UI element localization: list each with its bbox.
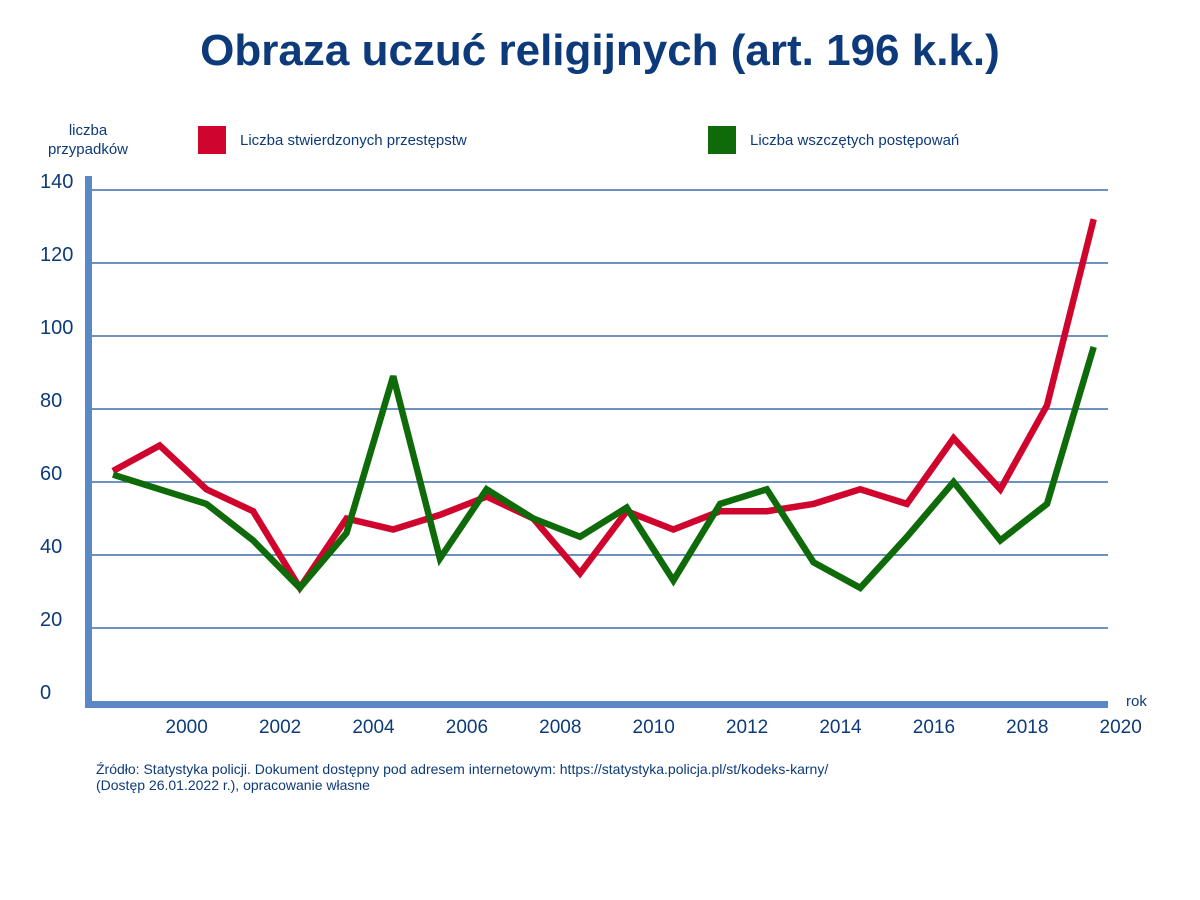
y-tick-labels: 0 20 40 60 80 100 120 140: [40, 171, 73, 704]
x-tick-label-2014: 2014: [819, 717, 862, 738]
x-tick-label-2002: 2002: [259, 717, 301, 738]
y-tick-label-140: 140: [40, 171, 73, 193]
y-axis: [85, 176, 92, 707]
source-line2: (Dostęp 26.01.2022 r.), opracowanie włas…: [96, 777, 370, 793]
y-tick-label-120: 120: [40, 244, 73, 266]
y-axis-label: liczba przypadków: [40, 121, 136, 159]
x-tick-label-2012: 2012: [726, 717, 768, 738]
legend-item-wszczete: Liczba wszczętych postępowań: [708, 126, 959, 154]
y-tick-label-60: 60: [40, 463, 62, 485]
source-line1: Źródło: Statystyka policji. Dokument dos…: [96, 761, 829, 777]
x-tick-label-2016: 2016: [913, 717, 955, 738]
chart-title: Obraza uczuć religijnych (art. 196 k.k.): [200, 26, 1000, 75]
axes: [85, 176, 1108, 708]
series-lines: [111, 218, 1097, 594]
x-axis: [85, 701, 1108, 708]
x-tick-label-2006: 2006: [446, 717, 488, 738]
y-tick-label-100: 100: [40, 317, 73, 339]
x-tick-label-2018: 2018: [1006, 717, 1048, 738]
legend-swatch-red: [198, 126, 226, 154]
series-line-1: [112, 345, 1097, 593]
y-tick-label-0: 0: [40, 682, 51, 704]
x-axis-unit-label: rok: [1126, 693, 1147, 710]
x-tick-label-2008: 2008: [539, 717, 581, 738]
x-tick-label-2010: 2010: [633, 717, 675, 738]
y-tick-label-20: 20: [40, 609, 62, 631]
legend-label-stwierdzone: Liczba stwierdzonych przestępstw: [240, 131, 467, 149]
y-axis-label-line2: przypadków: [47, 141, 129, 158]
legend-item-stwierdzone: Liczba stwierdzonych przestępstw: [198, 126, 467, 154]
y-tick-label-40: 40: [40, 536, 62, 558]
source-note: Źródło: Statystyka policji. Dokument dos…: [96, 761, 828, 793]
y-tick-label-80: 80: [40, 390, 62, 412]
x-tick-labels: 2000 2002 2004 2006 2008 2010 2012 2014 2016 2018…: [166, 717, 1142, 738]
series-line-0: [111, 218, 1097, 594]
legend-label-wszczete: Liczba wszczętych postępowań: [750, 131, 960, 149]
y-axis-label-line1: liczba: [68, 122, 108, 139]
gridlines: [88, 189, 1108, 629]
x-tick-label-2020: 2020: [1100, 717, 1142, 738]
legend-swatch-green: [708, 126, 736, 154]
x-tick-label-2000: 2000: [166, 717, 208, 738]
x-tick-label-2004: 2004: [352, 717, 395, 738]
